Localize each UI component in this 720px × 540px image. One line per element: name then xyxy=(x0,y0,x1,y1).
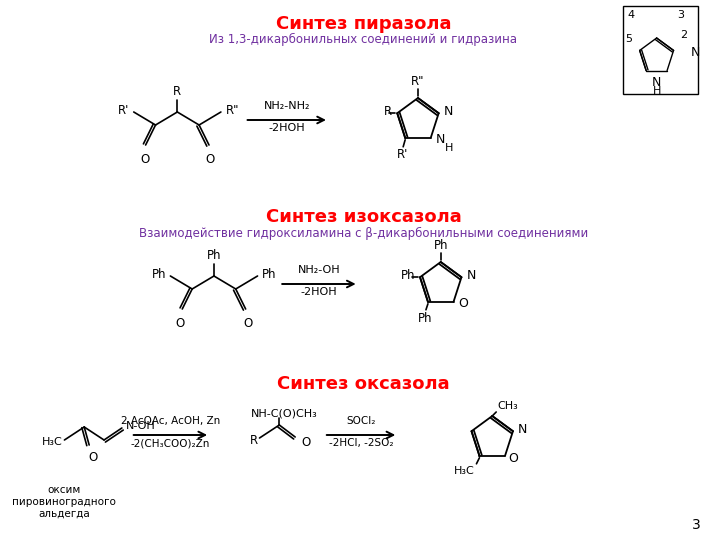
Text: O: O xyxy=(89,451,98,464)
Text: оксим
пировиноградного
альдегда: оксим пировиноградного альдегда xyxy=(12,485,117,518)
Text: N: N xyxy=(518,423,527,436)
Text: 4: 4 xyxy=(627,10,634,20)
Text: 5: 5 xyxy=(626,34,632,44)
Text: Ph: Ph xyxy=(261,268,276,281)
Text: NH₂-NH₂: NH₂-NH₂ xyxy=(264,101,310,111)
Text: CH₃: CH₃ xyxy=(498,401,518,411)
Text: Ph: Ph xyxy=(418,312,432,325)
Text: R': R' xyxy=(397,148,408,161)
Text: 3: 3 xyxy=(691,518,700,532)
Text: NH₂-OH: NH₂-OH xyxy=(297,265,341,275)
Text: -2(CH₃COO)₂Zn: -2(CH₃COO)₂Zn xyxy=(131,438,210,448)
Text: O: O xyxy=(205,153,215,166)
Text: N: N xyxy=(444,105,453,118)
Text: 3: 3 xyxy=(677,10,684,20)
Text: N: N xyxy=(690,45,700,58)
Text: -2HCl, -2SO₂: -2HCl, -2SO₂ xyxy=(329,438,393,448)
Text: R: R xyxy=(174,85,181,98)
Text: 2: 2 xyxy=(680,30,687,40)
Text: N: N xyxy=(652,76,661,89)
Text: Синтез оксазола: Синтез оксазола xyxy=(277,375,450,393)
Text: O: O xyxy=(301,436,310,449)
Text: N-OH: N-OH xyxy=(126,421,156,431)
Text: -2HOH: -2HOH xyxy=(269,123,305,133)
Text: R': R' xyxy=(117,105,129,118)
Text: -2HOH: -2HOH xyxy=(301,287,337,297)
Text: H: H xyxy=(445,143,453,153)
Text: O: O xyxy=(459,298,469,310)
Text: Взаимодействие гидроксиламина с β-дикарбонильными соединениями: Взаимодействие гидроксиламина с β-дикарб… xyxy=(139,227,588,240)
Text: N: N xyxy=(436,133,445,146)
Text: NH-C(O)CH₃: NH-C(O)CH₃ xyxy=(251,408,318,418)
Text: Синтез пиразола: Синтез пиразола xyxy=(276,15,451,33)
Text: O: O xyxy=(508,453,518,465)
Text: R": R" xyxy=(411,75,425,88)
Text: Из 1,3-дикарбонильных соединений и гидразина: Из 1,3-дикарбонильных соединений и гидра… xyxy=(210,33,518,46)
Text: R: R xyxy=(249,434,258,447)
Text: N: N xyxy=(467,269,476,282)
Text: 2 AcOAc, AcOH, Zn: 2 AcOAc, AcOH, Zn xyxy=(121,416,220,426)
Text: O: O xyxy=(140,153,149,166)
Text: Ph: Ph xyxy=(152,268,166,281)
Bar xyxy=(623,6,698,94)
Text: O: O xyxy=(176,317,185,330)
Text: SOCl₂: SOCl₂ xyxy=(346,416,376,426)
Text: Синтез изоксазола: Синтез изоксазола xyxy=(266,208,462,226)
Text: H₃C: H₃C xyxy=(42,437,63,447)
Text: R": R" xyxy=(226,105,239,118)
Text: Ph: Ph xyxy=(433,239,448,252)
Text: O: O xyxy=(243,317,252,330)
Text: Ph: Ph xyxy=(400,269,415,282)
Text: H: H xyxy=(652,86,661,96)
Text: R: R xyxy=(384,105,392,118)
Text: Ph: Ph xyxy=(207,249,221,262)
Text: H₃C: H₃C xyxy=(454,466,474,476)
